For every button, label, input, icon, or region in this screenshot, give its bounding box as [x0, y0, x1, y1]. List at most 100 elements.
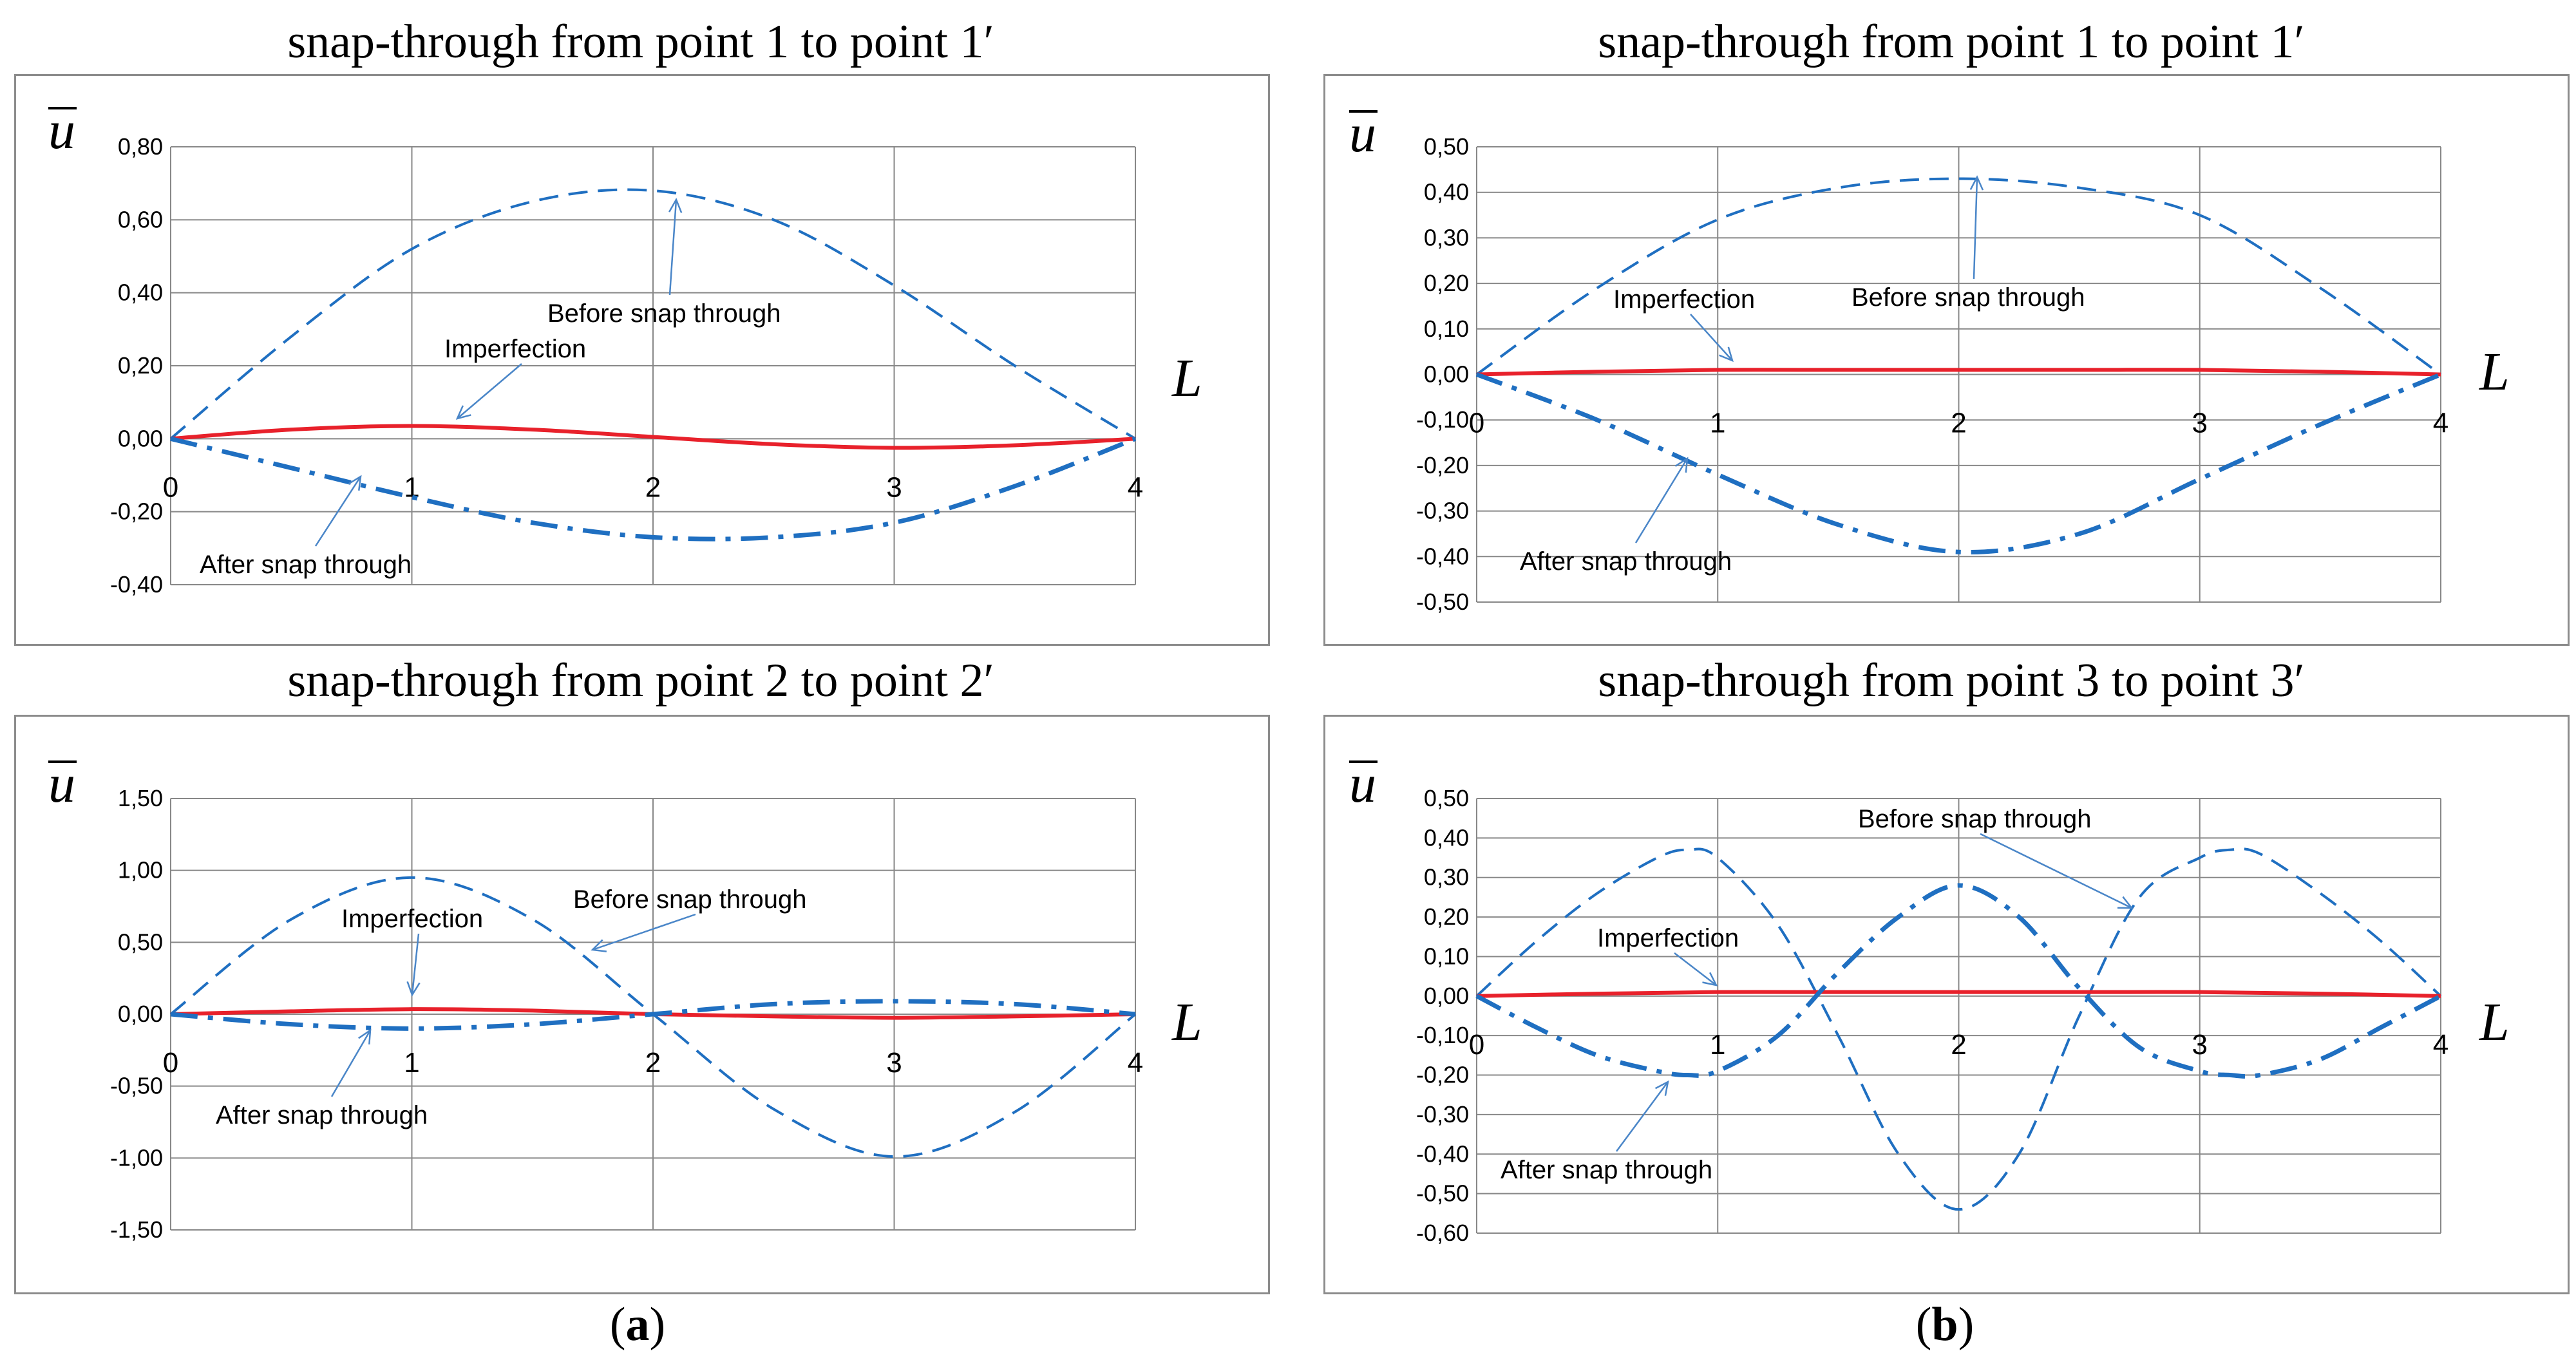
y-tick-label: -0,40: [110, 571, 163, 598]
annotation-arrowhead-imperfection: [1702, 972, 1718, 987]
x-tick-label: 0: [1469, 1029, 1484, 1061]
annotation-arrowhead-after-snap-through: [1674, 457, 1689, 473]
x-tick-label: 3: [886, 1047, 902, 1079]
annotation-imperfection: Imperfection: [1613, 285, 1755, 314]
annotation-arrowhead-after-snap-through: [348, 475, 362, 491]
annotation-arrow-after-snap-through: [1634, 458, 1689, 543]
annotation-after-snap-through: After snap through: [200, 551, 412, 579]
annotation-arrow-imperfection: [1674, 952, 1717, 986]
annotation-arrowhead-imperfection: [1719, 346, 1734, 363]
series-line-after-snap-through: [170, 436, 1137, 542]
x-axis-label: L: [1171, 992, 1202, 1052]
annotation-after-snap-through: After snap through: [1520, 547, 1732, 576]
annotation-after-snap-through: After snap through: [1501, 1156, 1712, 1184]
annotation-arrow-imperfection: [1690, 314, 1733, 361]
y-tick-label: 0,20: [118, 352, 163, 379]
y-tick-label: 0,00: [118, 425, 163, 451]
chart-title-a1: snap-through from point 1 to point 1′: [287, 15, 994, 68]
y-tick-label: -0,40: [1416, 1140, 1469, 1167]
x-tick-label: 0: [163, 471, 178, 503]
y-axis-label: u: [48, 754, 75, 814]
annotation-after-snap-through: After snap through: [216, 1101, 428, 1129]
x-axis-label: L: [1171, 348, 1202, 408]
y-tick-label: -0,50: [1416, 1180, 1469, 1207]
y-tick-label: 0,40: [1424, 179, 1469, 205]
y-tick-label: 0,00: [1424, 361, 1469, 388]
x-tick-label: 4: [2433, 408, 2448, 439]
annotation-arrowhead-before-snap-through: [2117, 896, 2134, 909]
series-line-after-snap-through: [170, 999, 1136, 1031]
annotation-arrow-before-snap-through: [668, 199, 677, 296]
chart-frame-a1: [14, 74, 1270, 646]
series-line-before-snap-through: [1475, 847, 2442, 1211]
annotation-arrow-imperfection: [411, 933, 420, 996]
series-line-imperfection: [1476, 368, 2441, 377]
y-tick-label: -0,50: [1416, 589, 1469, 615]
series-line-imperfection: [170, 424, 1136, 450]
x-tick-label: 0: [163, 1047, 178, 1079]
x-tick-label: 2: [1951, 408, 1966, 439]
x-tick-label: 4: [1128, 471, 1143, 503]
annotation-imperfection: Imperfection: [341, 905, 483, 933]
annotation-imperfection: Imperfection: [1597, 924, 1739, 952]
chart-frame-b2: [1323, 715, 2570, 1294]
y-tick-label: 0,10: [1424, 943, 1469, 969]
y-tick-label: 1,00: [118, 857, 163, 883]
chart-frame-b1: [1323, 74, 2570, 646]
y-tick-label: 0,00: [1424, 983, 1469, 1009]
annotation-before-snap-through: Before snap through: [1852, 283, 2085, 312]
x-tick-label: 1: [404, 471, 419, 503]
chart-frame-a2: [14, 715, 1270, 1294]
x-tick-label: 2: [645, 1047, 661, 1079]
annotation-arrowhead-imperfection: [406, 981, 421, 997]
series-line-before-snap-through: [169, 188, 1137, 440]
y-tick-label: -0,30: [1416, 498, 1469, 524]
panel-caption-a: (a): [609, 1298, 666, 1351]
x-tick-label: 2: [645, 471, 661, 503]
x-tick-label: 4: [2433, 1029, 2448, 1061]
x-tick-label: 3: [886, 471, 902, 503]
y-tick-label: 0,40: [1424, 824, 1469, 851]
y-tick-label: -0,60: [1416, 1220, 1469, 1246]
y-tick-label: -0,30: [1416, 1101, 1469, 1128]
y-tick-label: -0,20: [110, 498, 163, 525]
annotation-arrow-after-snap-through: [330, 1030, 372, 1097]
x-tick-label: 3: [2192, 408, 2208, 439]
series-line-after-snap-through: [1475, 372, 2442, 555]
chart-a2: -1,50 -1,00 -0,50 0,00 0,50 1,00 1,50 0 1 2 3 4 u L Be…: [48, 754, 1202, 1243]
y-tick-label: 0,20: [1424, 270, 1469, 296]
annotation-arrow-imperfection: [457, 363, 522, 419]
annotation-arrowhead-imperfection: [455, 405, 471, 420]
x-tick-label: 4: [1128, 1047, 1143, 1079]
panel-caption-a-letter: a: [625, 1298, 650, 1351]
y-tick-label: -0,10: [1416, 406, 1469, 433]
y-tick-label: 0,10: [1424, 316, 1469, 342]
panel-caption-b-letter: b: [1931, 1298, 1958, 1351]
y-tick-label: -0,20: [1416, 1062, 1469, 1088]
y-tick-label: -0,40: [1416, 543, 1469, 569]
annotation-before-snap-through: Before snap through: [1858, 805, 2091, 833]
annotation-imperfection: Imperfection: [444, 335, 586, 363]
x-tick-label: 3: [2192, 1029, 2208, 1061]
chart-title-b2: snap-through from point 3 to point 3′: [1598, 654, 2305, 707]
annotation-arrow-before-snap-through: [1980, 833, 2132, 909]
series-line-after-snap-through: [1475, 883, 2442, 1079]
x-tick-label: 0: [1469, 408, 1484, 439]
annotation-arrow-after-snap-through: [314, 476, 362, 547]
y-tick-label: -0,10: [1416, 1022, 1469, 1048]
annotation-arrowhead-after-snap-through: [1654, 1080, 1669, 1096]
annotation-arrow-before-snap-through: [592, 913, 696, 951]
y-tick-label: -0,20: [1416, 452, 1469, 478]
y-tick-label: 0,30: [1424, 864, 1469, 891]
y-tick-label: 0,40: [118, 279, 163, 306]
y-tick-label: -1,00: [110, 1144, 163, 1171]
x-tick-label: 1: [1710, 408, 1725, 439]
x-axis-label: L: [2479, 342, 2510, 402]
annotation-before-snap-through: Before snap through: [547, 299, 781, 328]
y-tick-label: 0,50: [1424, 133, 1469, 160]
y-tick-label: 0,80: [118, 133, 163, 160]
annotation-arrowhead-before-snap-through: [668, 198, 683, 213]
y-axis-label: u: [1349, 754, 1376, 814]
annotation-arrowhead-after-snap-through: [358, 1028, 372, 1045]
chart-b1: -0,50 -0,40 -0,30 -0,20 -0,10 0,00 0,10 0,20 0,3…: [1349, 104, 2510, 615]
